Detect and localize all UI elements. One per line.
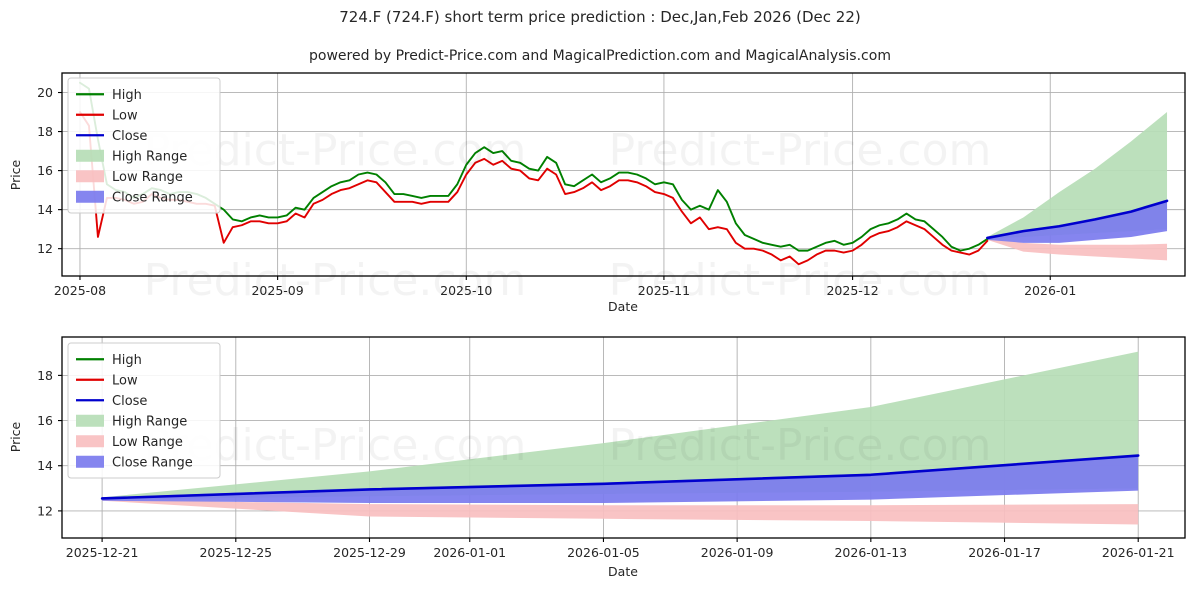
legend-item-low-range[interactable]: Low Range — [76, 435, 183, 450]
x-tick-label: 2026-01-13 — [834, 545, 907, 560]
legend-item-low[interactable]: Low — [76, 108, 138, 123]
x-tick-label: 2025-12 — [826, 283, 878, 298]
x-tick-label: 2025-08 — [54, 283, 106, 298]
page-title: 724.F (724.F) short term price predictio… — [339, 8, 860, 26]
legend-background — [67, 342, 221, 479]
top-chart-y-tick-labels: 12 14 16 18 20 — [37, 85, 53, 256]
legend-label: High Range — [112, 149, 187, 164]
x-tick-label: 2026-01-01 — [433, 545, 506, 560]
legend-patch-swatch — [76, 170, 104, 183]
range-band-high-range — [987, 112, 1168, 239]
legend-item-high[interactable]: High — [76, 353, 142, 368]
legend-item-close[interactable]: Close — [76, 394, 147, 409]
legend-item-low-range[interactable]: Low Range — [76, 170, 183, 185]
series-line-high — [79, 81, 989, 252]
bottom-chart-y-tick-labels: 12 14 16 18 — [37, 368, 53, 519]
range-band-low-range — [102, 499, 1139, 525]
y-tick-label: 12 — [37, 503, 53, 518]
top-chart-plot-frame — [61, 72, 1186, 277]
y-tick-label: 12 — [37, 241, 53, 256]
bottom-chart: Predict-Price.comPredict-Price.com 2025-… — [8, 336, 1186, 579]
top-chart-series-lines — [79, 81, 1169, 266]
y-tick-label: 18 — [37, 124, 53, 139]
watermark-label: Predict-Price.com — [609, 125, 992, 176]
range-band-high-range — [102, 351, 1139, 500]
series-line-low — [79, 111, 989, 266]
legend-label: High — [112, 88, 142, 103]
legend-label: Low Range — [112, 435, 183, 450]
legend-patch-swatch — [76, 414, 104, 427]
legend-patch-swatch — [76, 435, 104, 448]
legend-item-close-range[interactable]: Close Range — [76, 190, 193, 205]
x-tick-label: 2026-01-09 — [701, 545, 774, 560]
x-tick-label: 2025-12-29 — [333, 545, 406, 560]
y-tick-label: 14 — [37, 458, 53, 473]
legend-patch-swatch — [76, 149, 104, 162]
legend-label: Close Range — [112, 455, 193, 470]
top-chart: Predict-Price.com Predict-Price.com Predic… — [8, 72, 1186, 314]
y-tick-label: 16 — [37, 413, 53, 428]
legend-item-close[interactable]: Close — [76, 129, 147, 144]
y-tick-label: 16 — [37, 163, 53, 178]
x-tick-label: 2026-01 — [1024, 283, 1076, 298]
watermark-label: Predict-Price.com — [609, 255, 992, 306]
legend-item-high-range[interactable]: High Range — [76, 414, 187, 429]
legend-patch-swatch — [76, 455, 104, 468]
legend-label: Close — [112, 394, 147, 409]
legend-background — [67, 77, 221, 214]
bottom-chart-x-tick-labels: 2025-12-21 2025-12-25 2025-12-29 2026-01-01… — [66, 545, 1175, 560]
legend-item-low[interactable]: Low — [76, 373, 138, 388]
bottom-chart-series-lines — [100, 454, 1140, 500]
x-tick-label: 2025-12-21 — [66, 545, 139, 560]
legend-label: Low Range — [112, 170, 183, 185]
legend-item-high[interactable]: High — [76, 88, 142, 103]
top-chart-range-bands — [987, 112, 1168, 261]
legend-label: Close Range — [112, 190, 193, 205]
x-tick-label: 2025-11 — [638, 283, 690, 298]
series-line-close — [100, 454, 1140, 500]
bottom-chart-ticks — [58, 374, 1139, 542]
legend-label: High — [112, 353, 142, 368]
legend-patch-swatch — [76, 190, 104, 203]
bottom-chart-x-axis-label: Date — [608, 564, 638, 579]
top-chart-watermark: Predict-Price.com Predict-Price.com Predic… — [144, 125, 992, 306]
watermark-label: Predict-Price.com — [609, 420, 992, 471]
page-subtitle: powered by Predict-Price.com and Magical… — [309, 48, 891, 64]
x-tick-label: 2025-10 — [440, 283, 492, 298]
top-chart-legend[interactable]: High Low Close High Range Low Range Close Ran… — [67, 77, 221, 214]
x-tick-label: 2026-01-21 — [1102, 545, 1175, 560]
top-chart-x-axis-label: Date — [608, 299, 638, 314]
legend-label: Low — [112, 108, 138, 123]
range-band-low-range — [987, 238, 1168, 261]
top-chart-y-axis-label: Price — [8, 159, 23, 190]
legend-label: High Range — [112, 414, 187, 429]
series-line-close — [986, 199, 1169, 240]
x-tick-label: 2025-12-25 — [199, 545, 272, 560]
x-tick-label: 2026-01-05 — [567, 545, 640, 560]
legend-item-high-range[interactable]: High Range — [76, 149, 187, 164]
watermark-label: Predict-Price.com — [144, 255, 527, 306]
top-chart-ticks — [58, 91, 1051, 280]
bottom-chart-legend[interactable]: High Low Close High Range Low Range Close Ran… — [67, 342, 221, 479]
bottom-chart-y-axis-label: Price — [8, 421, 23, 452]
legend-label: Low — [112, 373, 138, 388]
x-tick-label: 2026-01-17 — [968, 545, 1041, 560]
y-tick-label: 18 — [37, 368, 53, 383]
top-chart-x-tick-labels: 2025-08 2025-09 2025-10 2025-11 2025-12 2026-… — [54, 283, 1077, 298]
y-tick-label: 20 — [37, 85, 53, 100]
legend-label: Close — [112, 129, 147, 144]
bottom-chart-plot-frame — [61, 336, 1186, 539]
x-tick-label: 2025-09 — [251, 283, 303, 298]
legend-item-close-range[interactable]: Close Range — [76, 455, 193, 470]
range-band-close-range — [987, 199, 1168, 243]
y-tick-label: 14 — [37, 202, 53, 217]
